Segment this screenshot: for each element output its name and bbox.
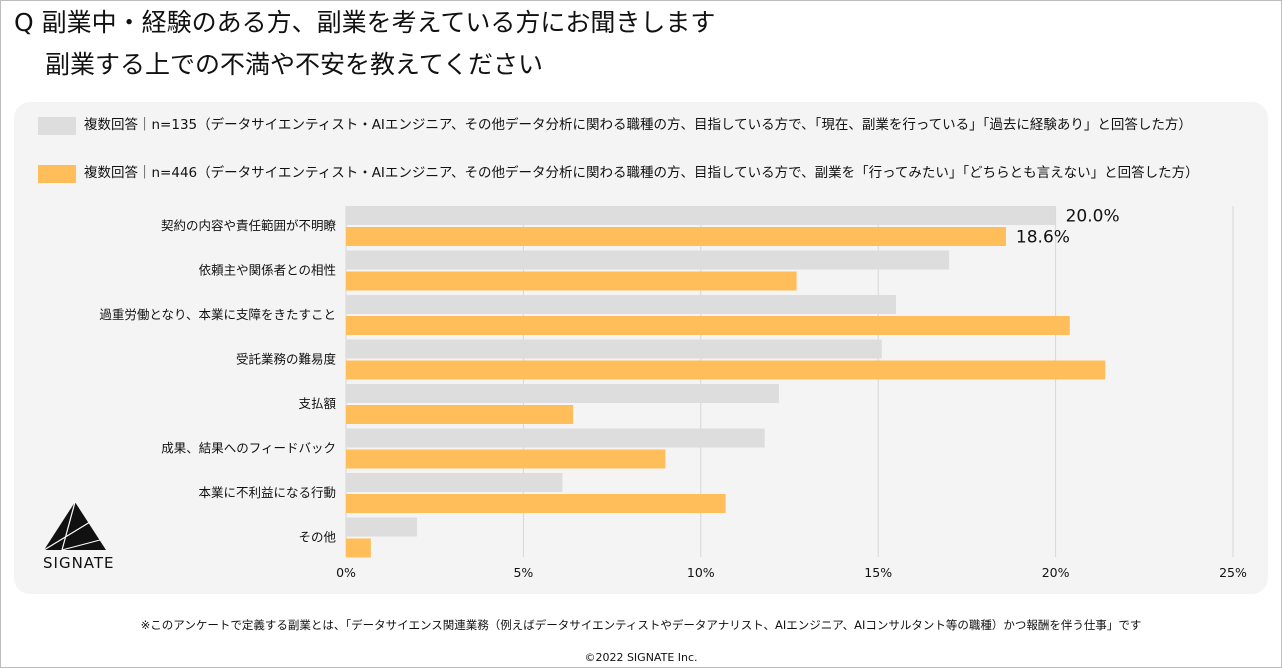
bar-orange — [346, 271, 797, 291]
bar-gray — [346, 250, 950, 270]
category-label: 過重労働となり、本業に支障をきたすこと — [99, 307, 336, 322]
bar-gray — [346, 428, 765, 448]
category-label: 成果、結果へのフィードバック — [161, 441, 336, 456]
category-label: 依頼主や関係者との相性 — [199, 263, 336, 278]
bar-gray — [346, 339, 882, 359]
bar-orange — [346, 227, 1006, 246]
data-label: 20.0% — [1066, 207, 1120, 227]
copyright: ©2022 SIGNATE Inc. — [584, 651, 698, 664]
footnote: ※このアンケートで定義する副業とは、「データサイエンス関連業務（例えばデータサイ… — [140, 618, 1142, 632]
category-label: 支払額 — [298, 396, 336, 411]
bar-gray — [346, 473, 563, 492]
bar-gray — [346, 206, 1056, 225]
data-label: 18.6% — [1016, 228, 1070, 248]
category-label: その他 — [298, 530, 336, 545]
bar-gray — [346, 517, 417, 537]
bar-orange — [346, 494, 726, 513]
bar-orange — [346, 405, 574, 424]
x-tick-label: 25% — [1219, 565, 1247, 580]
category-label: 本業に不利益になる行動 — [198, 485, 336, 500]
x-tick-label: 5% — [513, 565, 533, 580]
signate-logo-icon — [43, 501, 106, 551]
bar-orange — [346, 449, 666, 469]
bar-gray — [346, 384, 779, 403]
legend-text-gray: 複数回答｜n=135（データサイエンティスト・AIエンジニア、その他データ分析に… — [84, 117, 1192, 133]
x-tick-label: 10% — [687, 565, 715, 580]
bar-orange — [346, 316, 1070, 335]
title-line-2: 副業する上での不満や不安を教えてください — [45, 50, 544, 79]
bar-gray — [346, 295, 896, 314]
x-tick-label: 15% — [864, 565, 892, 580]
bar-orange — [346, 538, 371, 558]
legend-swatch-orange — [38, 165, 76, 183]
category-label: 契約の内容や責任範囲が不明瞭 — [161, 218, 337, 233]
legend-swatch-gray — [38, 117, 76, 135]
bar-orange — [346, 360, 1106, 380]
category-label: 受託業務の難易度 — [236, 352, 337, 367]
x-tick-label: 0% — [336, 565, 356, 580]
x-tick-label: 20% — [1042, 565, 1070, 580]
title-line-1: Q 副業中・経験のある方、副業を考えている方にお聞きします — [14, 8, 716, 37]
legend-text-orange: 複数回答｜n=446（データサイエンティスト・AIエンジニア、その他データ分析に… — [84, 165, 1199, 181]
signate-logo-text: SIGNATE — [43, 554, 115, 572]
